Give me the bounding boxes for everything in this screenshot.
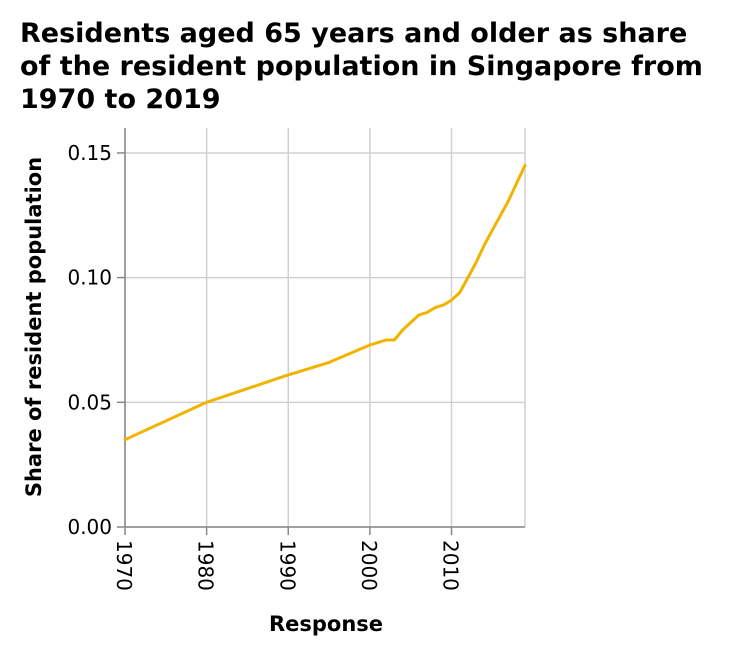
series-layer	[123, 163, 527, 442]
title-line-2: of the resident population in Singapore …	[20, 51, 703, 82]
x-tick-label: 1970	[112, 540, 136, 591]
x-tick-label: 1990	[275, 540, 299, 591]
y-tick-label: 0.00	[67, 515, 112, 539]
x-tick-label: 2010	[439, 540, 463, 591]
y-tick-label: 0.05	[67, 390, 112, 414]
chart-title: Residents aged 65 years and older as sha…	[20, 18, 703, 115]
x-tick-label: 2000	[357, 540, 381, 591]
tick-labels: 0.00 0.05 0.10 0.15 1970 1980 1990 2000 2010	[67, 141, 462, 591]
title-line-1: Residents aged 65 years and older as sha…	[20, 18, 687, 49]
x-tick-label: 1980	[194, 540, 218, 591]
x-axis-title: Response	[269, 612, 383, 636]
y-tick-label: 0.15	[67, 141, 112, 165]
y-tick-label: 0.10	[67, 266, 112, 290]
axes	[117, 128, 525, 535]
grid	[124, 128, 526, 528]
y-axis-title: Share of resident population	[22, 157, 46, 497]
series-line	[123, 163, 527, 442]
title-line-3: 1970 to 2019	[20, 84, 221, 115]
